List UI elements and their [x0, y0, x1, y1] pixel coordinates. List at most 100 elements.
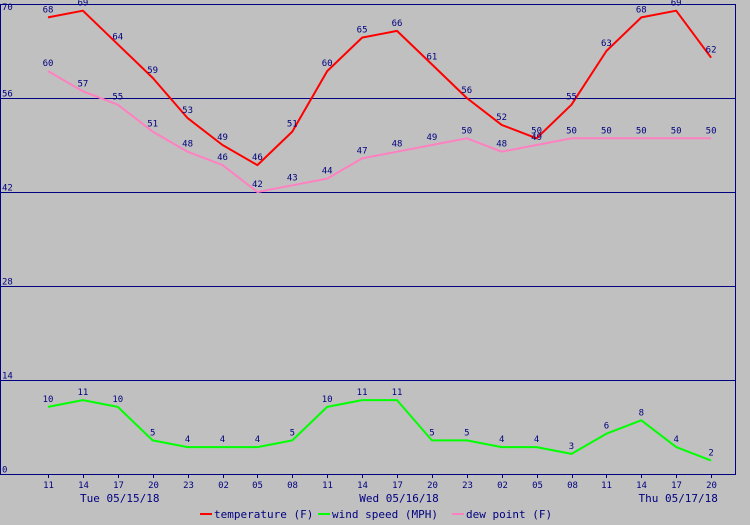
x-tick-label: 14: [78, 481, 89, 491]
x-tick-label: 08: [567, 481, 578, 491]
x-tick-label: 11: [601, 481, 612, 491]
data-label: 51: [287, 120, 298, 130]
x-tick-label: 17: [671, 481, 682, 491]
y-tick-label: 14: [2, 372, 13, 382]
data-label: 51: [147, 120, 158, 130]
x-tick-label: 14: [357, 481, 368, 491]
x-tick-label: 11: [322, 481, 333, 491]
data-label: 2: [708, 449, 713, 459]
data-label: 47: [357, 146, 368, 156]
data-label: 56: [461, 86, 472, 96]
data-label: 50: [601, 126, 612, 136]
data-label: 49: [217, 133, 228, 143]
data-label: 3: [569, 442, 574, 452]
data-label: 69: [671, 0, 682, 9]
data-label: 10: [322, 395, 333, 405]
legend-label: dew point (F): [466, 508, 552, 521]
date-label: Tue 05/15/18: [80, 492, 159, 505]
grid-lines: [0, 4, 735, 475]
y-tick-label: 28: [2, 278, 13, 288]
data-label: 50: [566, 126, 577, 136]
x-tick-label: 17: [113, 481, 124, 491]
data-label: 4: [673, 435, 678, 445]
data-label: 50: [461, 126, 472, 136]
x-tick-label: 08: [287, 481, 298, 491]
series-line: [47, 9, 712, 167]
data-label: 5: [429, 428, 434, 438]
data-label: 49: [426, 133, 437, 143]
data-label: 57: [77, 79, 88, 89]
date-label: Thu 05/17/18: [638, 492, 717, 505]
x-tick-label: 02: [497, 481, 508, 491]
data-label: 55: [566, 93, 577, 103]
data-label: 65: [357, 26, 368, 36]
data-label: 46: [217, 153, 228, 163]
data-label: 43: [287, 173, 298, 183]
data-label: 4: [499, 435, 504, 445]
data-labels: 6869645953494651606566615652505563686962…: [43, 0, 717, 459]
data-label: 10: [43, 395, 54, 405]
x-tick-label: 17: [392, 481, 403, 491]
x-tick-label: 20: [427, 481, 438, 491]
data-label: 11: [392, 388, 403, 398]
data-label: 10: [112, 395, 123, 405]
series-lines: [47, 9, 712, 462]
data-label: 60: [43, 59, 54, 69]
data-label: 8: [639, 408, 644, 418]
data-label: 5: [150, 428, 155, 438]
legend-label: temperature (F): [214, 508, 313, 521]
data-label: 68: [43, 5, 54, 15]
legend: temperature (F) wind speed (MPH) dew point…: [200, 508, 552, 521]
data-label: 48: [392, 140, 403, 150]
data-label: 11: [357, 388, 368, 398]
date-label: Wed 05/16/18: [359, 492, 438, 505]
x-tick-label: 23: [462, 481, 473, 491]
data-label: 4: [534, 435, 539, 445]
data-label: 61: [426, 52, 437, 62]
data-label: 49: [531, 133, 542, 143]
data-label: 50: [636, 126, 647, 136]
data-label: 50: [706, 126, 717, 136]
data-label: 63: [601, 39, 612, 49]
data-label: 4: [255, 435, 260, 445]
data-label: 62: [706, 46, 717, 56]
data-label: 42: [252, 180, 263, 190]
data-label: 46: [252, 153, 263, 163]
data-label: 60: [322, 59, 333, 69]
data-label: 11: [77, 388, 88, 398]
y-tick-label: 42: [2, 184, 13, 194]
data-label: 69: [77, 0, 88, 9]
data-label: 4: [220, 435, 225, 445]
x-tick-label: 14: [636, 481, 647, 491]
data-label: 64: [112, 32, 123, 42]
data-label: 5: [290, 428, 295, 438]
y-tick-label: 56: [2, 90, 13, 100]
data-label: 52: [496, 113, 507, 123]
data-label: 66: [392, 19, 403, 29]
x-tick-label: 20: [148, 481, 159, 491]
data-label: 6: [604, 422, 609, 432]
data-label: 53: [182, 106, 193, 116]
y-tick-label: 70: [2, 3, 13, 13]
x-tick-label: 02: [218, 481, 229, 491]
plot-frame: [0, 4, 736, 475]
x-tick-label: 20: [706, 481, 717, 491]
data-label: 4: [185, 435, 190, 445]
x-tick-label: 23: [183, 481, 194, 491]
x-tick-label: 05: [252, 481, 263, 491]
data-label: 50: [671, 126, 682, 136]
y-tick-label: 0: [2, 466, 7, 476]
data-label: 68: [636, 5, 647, 15]
series-line: [47, 399, 712, 462]
x-tick-label: 05: [532, 481, 543, 491]
data-label: 59: [147, 66, 158, 76]
x-tick-label: 11: [43, 481, 54, 491]
data-label: 50: [531, 126, 542, 136]
data-label: 55: [112, 93, 123, 103]
legend-label: wind speed (MPH): [332, 508, 438, 521]
data-label: 44: [322, 167, 333, 177]
data-label: 48: [182, 140, 193, 150]
data-label: 5: [464, 428, 469, 438]
